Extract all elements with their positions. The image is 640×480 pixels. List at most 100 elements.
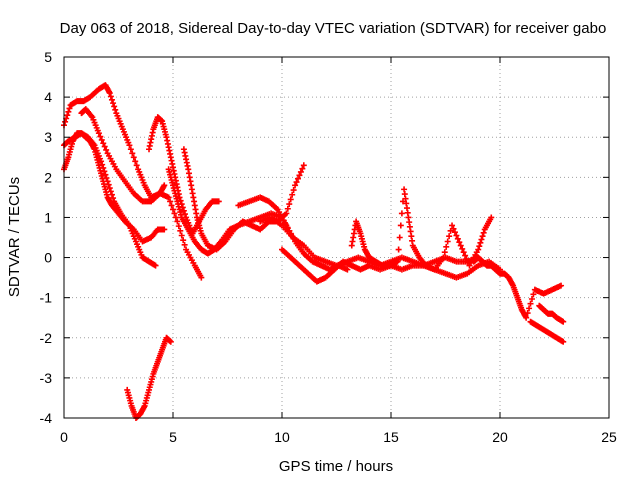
data-point xyxy=(290,187,297,194)
data-point xyxy=(130,154,137,161)
data-point xyxy=(62,118,69,125)
data-point xyxy=(111,103,118,110)
data-point xyxy=(161,226,168,233)
data-point xyxy=(152,262,159,269)
data-point xyxy=(127,146,134,153)
data-point xyxy=(129,150,136,157)
x-tick-label: 5 xyxy=(169,429,177,445)
data-point xyxy=(108,191,115,198)
data-point xyxy=(526,305,533,312)
data-point xyxy=(294,175,301,182)
data-point xyxy=(98,136,105,143)
series-track-g xyxy=(165,166,296,257)
data-point xyxy=(283,210,290,217)
data-point xyxy=(453,232,460,239)
data-point xyxy=(344,266,351,273)
y-tick-label: 1 xyxy=(44,209,52,225)
data-point xyxy=(126,142,133,149)
data-point xyxy=(287,196,294,203)
data-point xyxy=(102,171,109,178)
series-track-f xyxy=(180,146,307,253)
data-point xyxy=(394,258,401,265)
data-point xyxy=(479,233,486,240)
series-track-m xyxy=(527,318,567,345)
y-tick-label: -1 xyxy=(40,290,53,306)
data-point xyxy=(107,93,114,100)
data-point xyxy=(397,222,404,229)
series-track-j xyxy=(257,214,482,269)
data-point xyxy=(66,105,73,112)
x-tick-label: 25 xyxy=(601,429,617,445)
y-tick-label: -4 xyxy=(40,410,53,426)
y-tick-label: 0 xyxy=(44,250,52,266)
data-point xyxy=(444,238,451,245)
data-point xyxy=(95,130,102,137)
plot-frame xyxy=(63,56,610,419)
data-point xyxy=(560,338,567,345)
data-point xyxy=(300,162,307,169)
data-point xyxy=(106,185,113,192)
data-point xyxy=(462,252,469,259)
series-track-c xyxy=(61,130,168,245)
data-point xyxy=(170,206,176,213)
x-tick-label: 0 xyxy=(60,429,68,445)
data-point xyxy=(289,191,296,198)
data-point xyxy=(293,179,300,186)
data-point xyxy=(177,227,184,234)
data-points xyxy=(61,82,567,421)
x-tick-labels: 0 5 10 15 20 25 xyxy=(60,429,617,445)
data-point xyxy=(112,106,119,113)
chart-title: Day 063 of 2018, Sidereal Day-to-day VTE… xyxy=(60,20,607,37)
data-point xyxy=(395,246,402,253)
data-point xyxy=(463,255,470,262)
data-point xyxy=(133,162,140,169)
data-point xyxy=(299,165,306,172)
series-track-l xyxy=(470,254,565,321)
data-point xyxy=(451,229,458,236)
data-point xyxy=(457,242,464,249)
data-point xyxy=(167,198,174,205)
series-track-k xyxy=(348,186,495,273)
y-tick-label: 3 xyxy=(44,129,52,145)
data-point xyxy=(443,243,450,250)
y-tick-label: 2 xyxy=(44,169,52,185)
series-track-n xyxy=(536,302,567,325)
data-point xyxy=(178,232,185,239)
data-point xyxy=(181,241,188,248)
data-point xyxy=(450,225,457,232)
data-point xyxy=(480,229,487,236)
data-point xyxy=(440,254,447,261)
data-point xyxy=(456,239,463,246)
series-track-d xyxy=(78,106,205,281)
data-point xyxy=(527,300,534,307)
series-track-a xyxy=(61,82,168,201)
x-tick-label: 20 xyxy=(492,429,508,445)
data-point xyxy=(446,233,453,240)
data-point xyxy=(174,218,181,225)
data-point xyxy=(103,146,110,153)
y-tick-label: -2 xyxy=(40,330,53,346)
data-point xyxy=(180,207,187,214)
data-point xyxy=(161,182,168,189)
data-point xyxy=(488,214,495,221)
data-point xyxy=(478,236,485,243)
data-point xyxy=(215,198,222,205)
data-point xyxy=(558,282,565,289)
data-point xyxy=(286,201,293,208)
data-point xyxy=(476,243,483,250)
data-point xyxy=(297,168,304,175)
axis-ticks xyxy=(63,56,610,419)
data-point xyxy=(101,143,108,150)
data-point xyxy=(165,194,172,201)
data-point xyxy=(460,249,467,256)
data-point xyxy=(132,158,139,165)
data-point xyxy=(106,90,113,97)
data-point xyxy=(171,210,178,217)
data-point xyxy=(198,274,205,281)
x-axis-label: GPS time / hours xyxy=(279,458,393,475)
data-point xyxy=(398,210,405,217)
data-point xyxy=(284,205,291,212)
data-point xyxy=(180,237,187,244)
data-point xyxy=(175,223,182,230)
